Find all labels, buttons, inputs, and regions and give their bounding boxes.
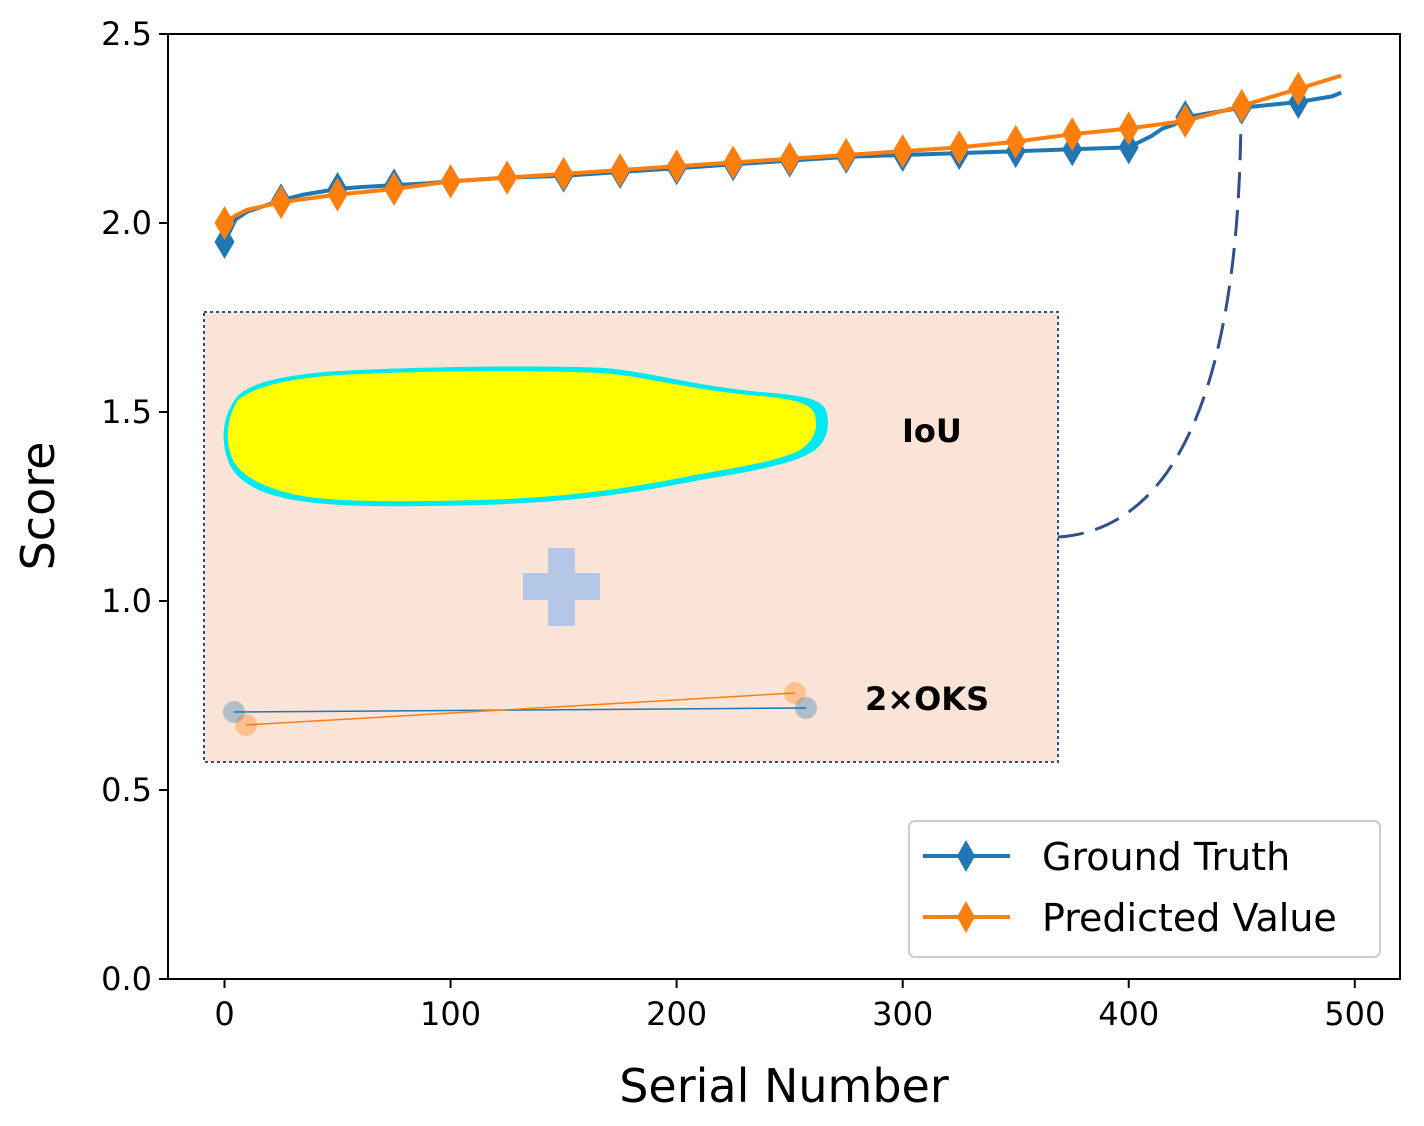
keypoint-line-gt (233, 707, 807, 713)
plot-frame (167, 33, 1401, 980)
x-tick-label: 400 (1098, 995, 1159, 1033)
legend-marker-ground-truth (957, 840, 975, 872)
series-marker-predicted-value (1005, 124, 1026, 159)
inset-illustration: IoU 2×OKS (203, 311, 1059, 763)
series-marker-predicted-value (214, 206, 235, 240)
x-axis-title: Serial Number (619, 1059, 949, 1113)
legend-box (908, 820, 1381, 958)
keypoint-gt-start (223, 701, 245, 723)
axis-layer: 0 100 200 300 400 500 0.0 0.5 1.0 1.5 2.0 2.5 (101, 15, 1385, 1033)
x-tick-label: 0 (214, 995, 234, 1033)
x-tick-label: 100 (420, 995, 481, 1033)
inset-connector-curve (1057, 109, 1243, 539)
iou-label: IoU (902, 412, 962, 450)
plus-icon-horizontal (523, 573, 600, 600)
series-layer (214, 71, 1342, 259)
x-tick-label: 300 (872, 995, 933, 1033)
series-marker-predicted-value (440, 164, 461, 199)
series-marker-predicted-value (1118, 111, 1139, 146)
series-marker-predicted-value (779, 141, 800, 176)
series-marker-predicted-value (327, 177, 348, 212)
series-marker-predicted-value (836, 137, 857, 172)
series-marker-predicted-value (892, 134, 913, 169)
keypoint-gt-end (795, 697, 817, 719)
y-tick-label: 0.0 (101, 960, 152, 998)
y-tick-label: 2.0 (101, 204, 152, 242)
keypoint-line-pred (245, 692, 796, 726)
y-tick-label: 2.5 (101, 15, 152, 53)
legend-label-ground-truth: Ground Truth (1042, 835, 1290, 879)
series-marker-predicted-value (497, 160, 518, 195)
keypoint-pred-end (784, 682, 806, 704)
series-marker-predicted-value (610, 153, 631, 188)
y-tick-label: 0.5 (101, 771, 152, 809)
oks-label: 2×OKS (865, 680, 989, 718)
legend-marker-predicted-value (957, 901, 975, 933)
keypoint-pred-start (235, 714, 257, 736)
series-marker-predicted-value (1175, 103, 1196, 138)
series-marker-ground-truth (1118, 130, 1139, 165)
legend-label-predicted-value: Predicted Value (1042, 896, 1337, 940)
y-tick-label: 1.0 (101, 582, 152, 620)
segmentation-mask (227, 371, 817, 502)
y-tick-label: 1.5 (101, 393, 152, 431)
series-marker-predicted-value (666, 149, 687, 184)
series-marker-predicted-value (723, 145, 744, 180)
x-tick-label: 500 (1324, 995, 1385, 1033)
series-marker-predicted-value (271, 185, 292, 220)
x-tick-label: 200 (646, 995, 707, 1033)
keypoint-illustration (223, 682, 817, 736)
series-marker-ground-truth (214, 224, 235, 259)
y-axis-title: Score (11, 442, 65, 571)
series-marker-predicted-value (949, 130, 970, 165)
legend: Ground Truth Predicted Value (908, 820, 1381, 958)
series-marker-predicted-value (1231, 88, 1252, 123)
series-marker-predicted-value (384, 171, 405, 206)
series-marker-predicted-value (553, 156, 574, 191)
series-marker-predicted-value (1288, 71, 1309, 106)
plus-icon (523, 548, 600, 626)
series-marker-predicted-value (1062, 117, 1083, 152)
